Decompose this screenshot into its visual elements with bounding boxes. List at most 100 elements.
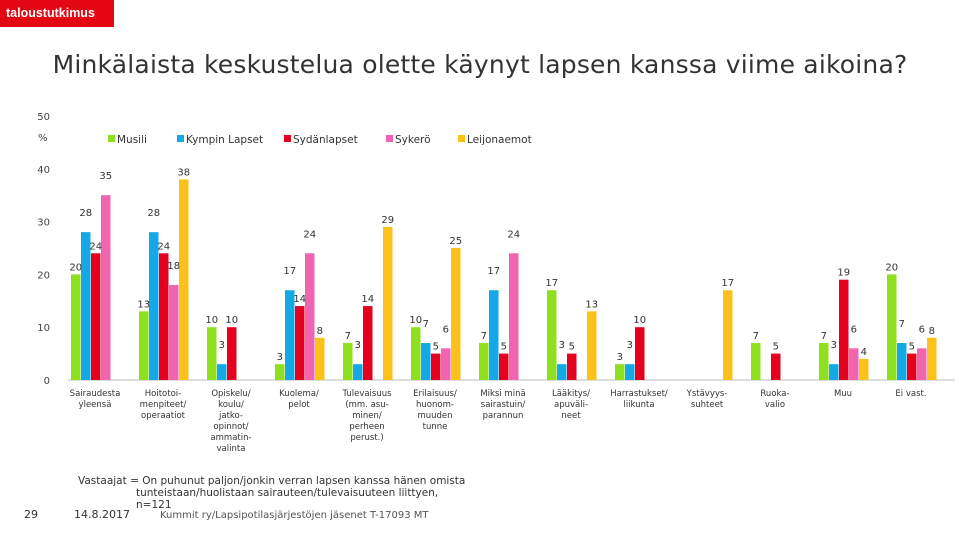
bar xyxy=(363,306,373,380)
data-label: 28 xyxy=(79,208,92,219)
category-label: operaatiot xyxy=(141,411,186,421)
legend-label: Sydänlapset xyxy=(293,134,358,146)
data-label: 7 xyxy=(345,331,351,342)
bar xyxy=(411,327,421,380)
category-label: Erilaisuus/ xyxy=(413,389,457,399)
category-label: parannun xyxy=(483,411,524,421)
data-label: 18 xyxy=(167,261,180,272)
y-tick-label: 30 xyxy=(37,218,50,229)
bar xyxy=(859,358,869,380)
category-label: tunne xyxy=(423,422,448,432)
data-label: 5 xyxy=(569,342,575,353)
legend-label: Kympin Lapset xyxy=(186,134,263,146)
bar xyxy=(499,353,509,380)
category-label: Tulevaisuus xyxy=(341,389,392,399)
respondents-line-2: tunteistaan/huolistaan sairauteen/tuleva… xyxy=(136,487,439,499)
bar xyxy=(91,253,101,380)
legend-label: Musili xyxy=(117,134,147,146)
category-label: Lääkitys/ xyxy=(552,389,590,399)
y-tick-label: 10 xyxy=(37,323,50,334)
data-label: 7 xyxy=(423,319,429,330)
bar xyxy=(101,195,111,380)
y-tick-label: 0 xyxy=(44,376,50,387)
data-label: 14 xyxy=(293,294,306,305)
data-label: 28 xyxy=(147,208,160,219)
category-label: menpiteet/ xyxy=(140,400,187,410)
category-label: huonom- xyxy=(416,400,454,410)
data-label: 5 xyxy=(501,342,507,353)
data-label: 3 xyxy=(219,340,225,351)
bar xyxy=(285,290,295,380)
bar xyxy=(217,364,227,380)
bar xyxy=(489,290,499,380)
bar xyxy=(751,343,761,380)
data-label: 6 xyxy=(443,324,449,335)
chart-title: Minkälaista keskustelua olette käynyt la… xyxy=(52,50,908,79)
bar xyxy=(625,364,635,380)
category-label: Muu xyxy=(834,389,852,399)
bar xyxy=(567,353,577,380)
data-label: 10 xyxy=(205,315,218,326)
data-label: 6 xyxy=(919,324,925,335)
bar xyxy=(547,290,557,380)
category-label: muuden xyxy=(417,411,452,421)
data-label: 38 xyxy=(177,167,190,178)
bar xyxy=(159,253,169,380)
bars xyxy=(71,179,937,380)
data-label: 7 xyxy=(753,331,759,342)
y-tick-label: 50 xyxy=(37,112,50,123)
data-label: 3 xyxy=(617,352,623,363)
brand-logo: taloustutkimus xyxy=(0,0,114,27)
bar xyxy=(139,311,149,380)
data-label: 17 xyxy=(721,278,734,289)
category-label: valinta xyxy=(217,444,246,454)
data-label: 7 xyxy=(481,331,487,342)
data-label: 3 xyxy=(627,340,633,351)
legend-swatch xyxy=(386,135,393,142)
category-label: minen/ xyxy=(352,411,382,421)
category-label: suhteet xyxy=(691,400,724,410)
data-label: 20 xyxy=(885,262,898,273)
bar xyxy=(887,274,897,380)
data-label: 24 xyxy=(507,229,520,240)
data-label: 24 xyxy=(89,241,102,252)
data-label: 24 xyxy=(303,229,316,240)
legend-label: Sykerö xyxy=(395,134,431,146)
bar xyxy=(723,290,733,380)
bar xyxy=(771,353,781,380)
category-label: jatko- xyxy=(218,411,243,421)
page-number: 29 xyxy=(24,508,38,521)
bar xyxy=(557,364,567,380)
category-label: neet xyxy=(561,411,581,421)
y-tick-label: 40 xyxy=(37,165,50,176)
data-label: 5 xyxy=(773,342,779,353)
data-label: 25 xyxy=(449,236,462,247)
bar xyxy=(635,327,645,380)
bar xyxy=(71,274,81,380)
bar xyxy=(441,348,451,380)
respondents-note: Vastaajat = On puhunut paljon/jonkin ver… xyxy=(78,475,478,511)
bar xyxy=(305,253,315,380)
category-label: pelot xyxy=(288,400,310,410)
bar xyxy=(829,364,839,380)
data-label: 3 xyxy=(355,340,361,351)
source-note: Kummit ry/Lapsipotilasjärjestöjen jäsene… xyxy=(160,510,429,521)
bar xyxy=(383,226,393,380)
category-label: perheen xyxy=(349,422,384,432)
bar xyxy=(179,179,189,380)
bar xyxy=(615,364,625,380)
data-label: 7 xyxy=(821,331,827,342)
data-label: 20 xyxy=(69,262,82,273)
bar xyxy=(509,253,519,380)
data-label: 4 xyxy=(861,347,867,358)
category-label: Harrastukset/ xyxy=(610,389,668,399)
data-label: 13 xyxy=(585,299,598,310)
bar xyxy=(479,343,489,380)
bar xyxy=(839,279,849,380)
category-label: Opiskelu/ xyxy=(211,389,250,399)
data-label: 24 xyxy=(157,241,170,252)
legend-swatch xyxy=(284,135,291,142)
y-tick-label: 20 xyxy=(37,270,50,281)
legend-swatch xyxy=(108,135,115,142)
